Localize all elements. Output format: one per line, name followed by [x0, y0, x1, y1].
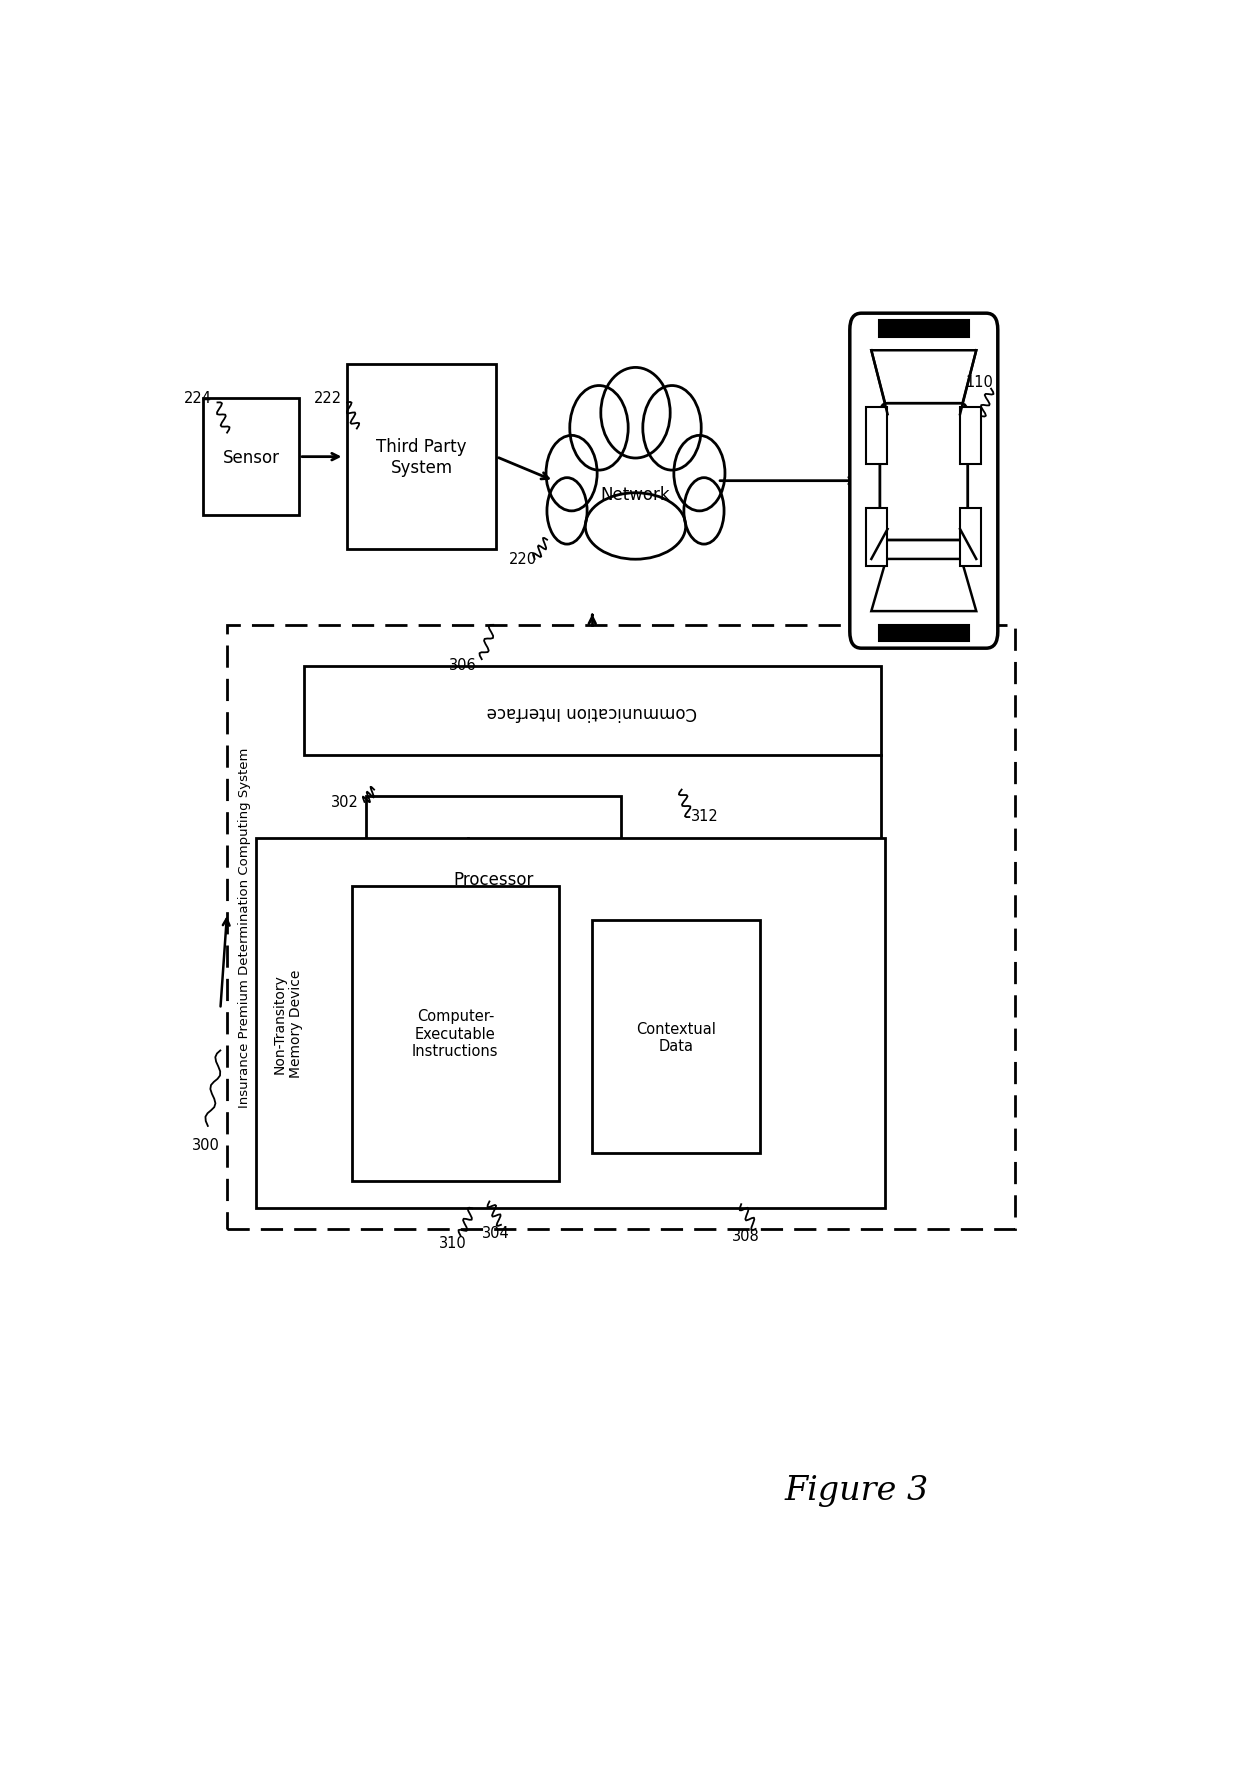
Bar	[367, 797, 621, 962]
Text: 224: 224	[184, 392, 212, 406]
Text: Network: Network	[600, 486, 671, 504]
Ellipse shape	[547, 478, 587, 545]
Text: Contextual
Data: Contextual Data	[636, 1021, 717, 1053]
Text: 302: 302	[331, 795, 358, 809]
Text: 304: 304	[481, 1226, 510, 1240]
Text: 110: 110	[965, 374, 993, 390]
Bar	[203, 399, 299, 515]
Bar	[879, 321, 968, 337]
Bar	[867, 408, 888, 465]
Text: 220: 220	[508, 552, 537, 567]
Bar	[960, 408, 982, 465]
Bar	[347, 365, 496, 551]
Text: 300: 300	[191, 1137, 219, 1153]
Bar	[867, 510, 888, 567]
Bar	[593, 921, 760, 1153]
Text: Third Party
System: Third Party System	[377, 438, 467, 478]
Text: 222: 222	[314, 392, 342, 406]
Text: 308: 308	[732, 1228, 759, 1244]
Ellipse shape	[673, 437, 725, 511]
Text: Sensor: Sensor	[223, 449, 279, 467]
Text: Communication Interface: Communication Interface	[487, 702, 697, 720]
FancyBboxPatch shape	[849, 314, 998, 649]
Text: 310: 310	[439, 1235, 466, 1249]
Ellipse shape	[642, 387, 702, 470]
Bar	[879, 625, 968, 642]
Ellipse shape	[569, 387, 629, 470]
Bar	[227, 625, 1016, 1230]
Ellipse shape	[585, 494, 686, 560]
Ellipse shape	[601, 369, 670, 458]
Bar	[960, 510, 982, 567]
Text: Insurance Premium Determination Computing System: Insurance Premium Determination Computin…	[238, 747, 250, 1107]
Bar	[304, 666, 880, 756]
Ellipse shape	[546, 437, 598, 511]
Text: Computer-
Executable
Instructions: Computer- Executable Instructions	[412, 1009, 498, 1059]
Bar	[352, 886, 558, 1181]
Text: Processor: Processor	[454, 870, 534, 887]
Text: 312: 312	[691, 809, 719, 823]
FancyBboxPatch shape	[880, 405, 967, 540]
Text: Figure 3: Figure 3	[785, 1474, 929, 1506]
Polygon shape	[872, 560, 976, 611]
Ellipse shape	[684, 478, 724, 545]
Bar	[255, 838, 885, 1208]
Polygon shape	[872, 351, 976, 408]
Text: 306: 306	[449, 658, 477, 672]
Text: Non-Transitory
Memory Device: Non-Transitory Memory Device	[273, 969, 303, 1078]
Ellipse shape	[544, 360, 727, 602]
